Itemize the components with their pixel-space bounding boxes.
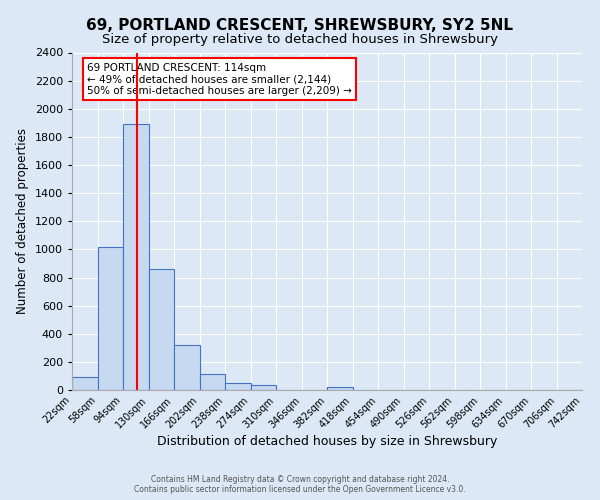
Y-axis label: Number of detached properties: Number of detached properties: [16, 128, 29, 314]
Text: Size of property relative to detached houses in Shrewsbury: Size of property relative to detached ho…: [102, 32, 498, 46]
Bar: [327, 387, 353, 390]
Bar: [225, 383, 251, 390]
X-axis label: Distribution of detached houses by size in Shrewsbury: Distribution of detached houses by size …: [157, 436, 497, 448]
Text: 69, PORTLAND CRESCENT, SHREWSBURY, SY2 5NL: 69, PORTLAND CRESCENT, SHREWSBURY, SY2 5…: [86, 18, 514, 32]
Bar: [149, 269, 174, 390]
Text: Contains HM Land Registry data © Crown copyright and database right 2024.
Contai: Contains HM Land Registry data © Crown c…: [134, 474, 466, 494]
Bar: [123, 124, 149, 390]
Bar: [251, 385, 276, 390]
Bar: [97, 246, 123, 390]
Bar: [72, 378, 97, 390]
Text: 69 PORTLAND CRESCENT: 114sqm
← 49% of detached houses are smaller (2,144)
50% of: 69 PORTLAND CRESCENT: 114sqm ← 49% of de…: [88, 62, 352, 96]
Bar: [174, 345, 199, 390]
Bar: [199, 374, 225, 390]
